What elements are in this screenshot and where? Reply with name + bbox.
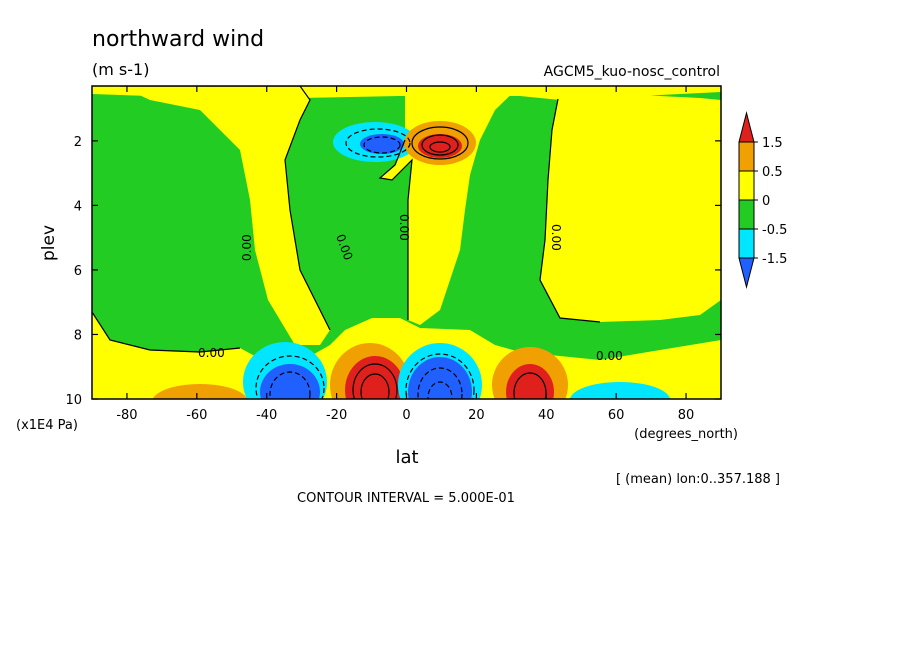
x-tick-label: -60 [186, 408, 207, 423]
contour-label: 0.00 [198, 346, 225, 360]
y-tick-label: 10 [65, 393, 82, 408]
legend-label: -1.5 [762, 252, 787, 267]
legend-swatch [738, 141, 755, 172]
contour-label: 0.00 [397, 214, 411, 241]
contour-label: 0.00 [549, 224, 563, 251]
x-axis: -80 -60 -40 -20 0 20 40 60 80 [116, 86, 694, 423]
blob-blue-upper [360, 134, 404, 154]
legend-swatch [738, 199, 755, 230]
blob-cyan-nh [570, 382, 670, 399]
chart-title: northward wind [92, 27, 264, 52]
x-tick-label: -20 [326, 408, 347, 423]
contour-label: 0.00 [596, 349, 623, 363]
blob-orange-sh [152, 384, 248, 399]
x-axis-units: (degrees_north) [634, 427, 738, 442]
region-yellow-nh [540, 95, 721, 322]
color-legend: 1.5 0.5 0 -0.5 -1.5 [738, 111, 787, 289]
blob-blue-sh [260, 364, 320, 399]
legend-label: -0.5 [762, 223, 787, 238]
legend-label: 0 [762, 194, 770, 209]
legend-label: 1.5 [762, 136, 783, 151]
x-tick-label: 40 [538, 408, 555, 423]
x-tick-label: 0 [402, 408, 410, 423]
y-tick-label: 2 [74, 135, 82, 150]
contour-interval: CONTOUR INTERVAL = 5.000E-01 [297, 491, 515, 506]
chart-units: (m s-1) [92, 60, 149, 79]
filled-contours [92, 86, 721, 399]
region-yellow-sh [120, 86, 330, 345]
x-tick-label: 20 [468, 408, 485, 423]
legend-cap-bottom [738, 257, 755, 289]
blob-red-nh [506, 364, 554, 399]
blob-red-eq [345, 356, 405, 399]
y-tick-label: 4 [74, 199, 82, 214]
legend-swatch [738, 228, 755, 259]
y-axis: 2 4 6 8 10 [65, 135, 721, 408]
x-tick-label: 60 [608, 408, 625, 423]
y-tick-label: 6 [74, 264, 82, 279]
y-tick-label: 8 [74, 328, 82, 343]
x-axis-label: lat [395, 447, 418, 468]
x-tick-label: 80 [678, 408, 695, 423]
legend-cap-top [738, 111, 755, 143]
x-tick-label: -80 [116, 408, 137, 423]
blob-blue-eq [408, 357, 472, 399]
contour-lines-negative [255, 128, 475, 399]
contour-label: 0.00 [240, 234, 254, 261]
y-axis-label: plev [39, 225, 59, 261]
blob-red-upper [418, 134, 462, 158]
y-axis-units: (x1E4 Pa) [16, 418, 78, 433]
legend-label: 0.5 [762, 165, 783, 180]
dataset-label: AGCM5_kuo-nosc_control [544, 64, 720, 80]
legend-swatch [738, 170, 755, 201]
x-tick-label: -40 [256, 408, 277, 423]
region-yellow-top [92, 86, 721, 100]
mean-info: [ (mean) lon:0..357.188 ] [616, 472, 780, 487]
